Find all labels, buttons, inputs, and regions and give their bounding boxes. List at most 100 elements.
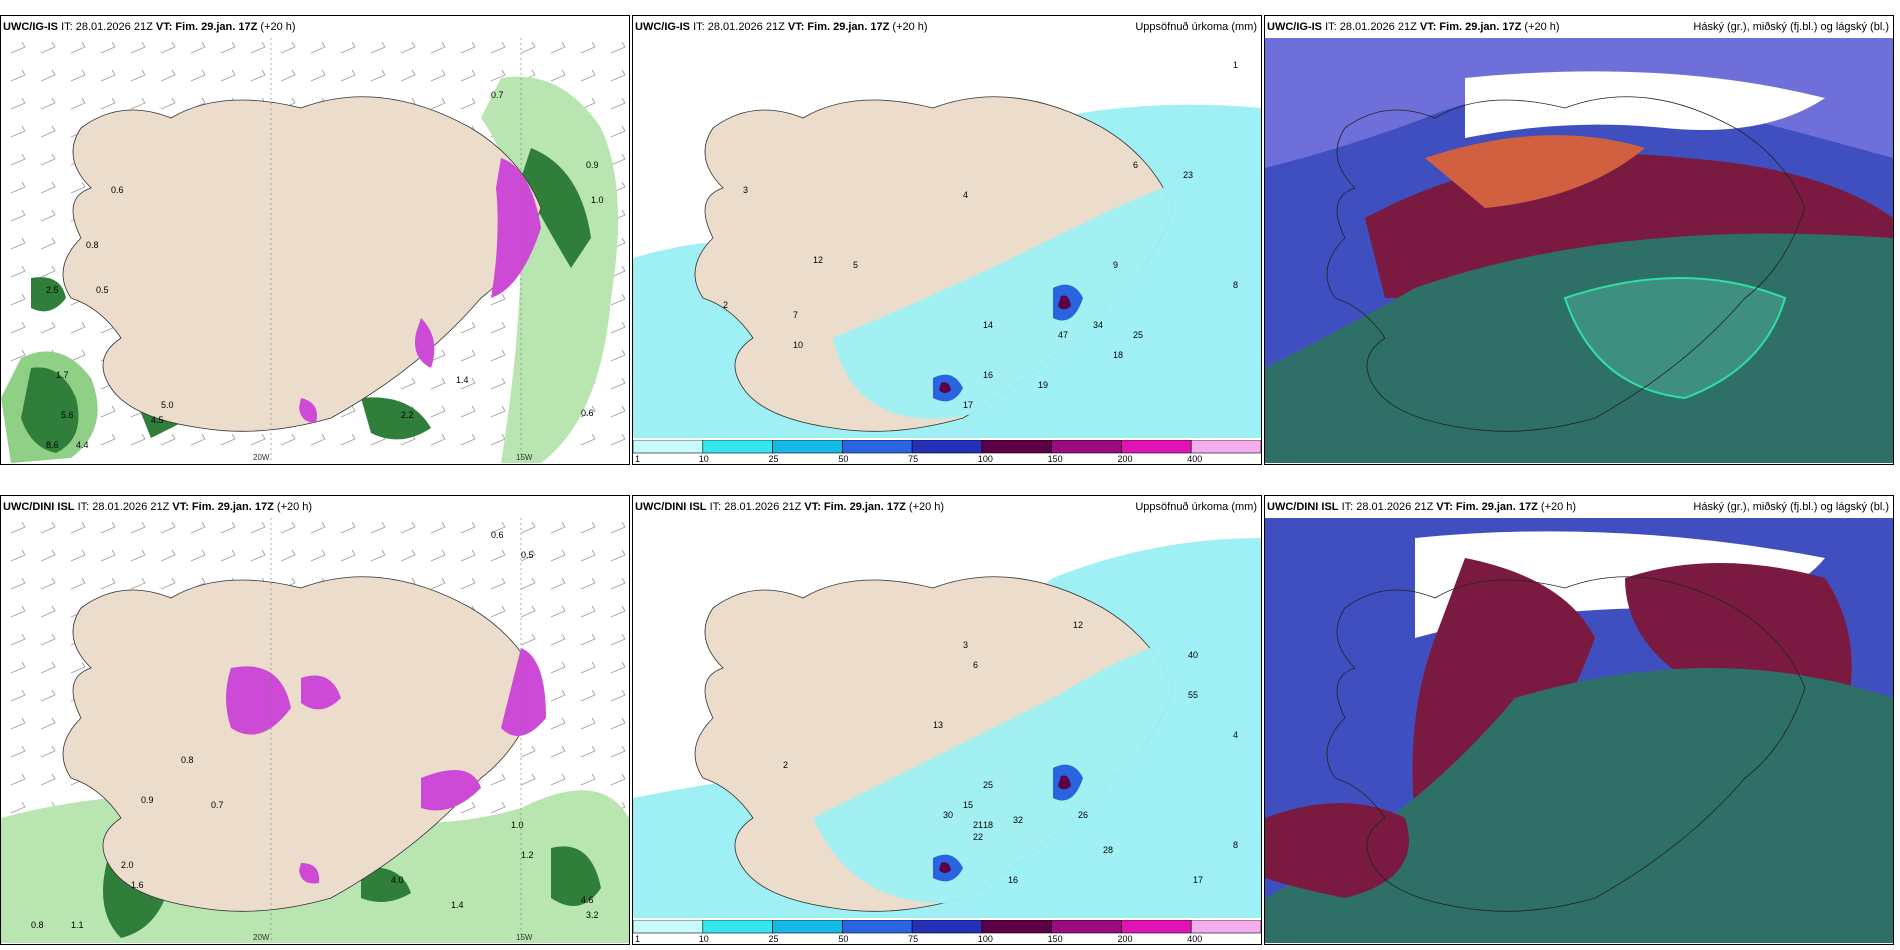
colorbar-segment (633, 920, 704, 934)
svg-text:9: 9 (1113, 260, 1118, 270)
wind-barb (310, 69, 326, 82)
wind-barb (550, 717, 566, 730)
panel-title: UWC/IG-IS IT: 28.01.2026 21Z VT: Fim. 29… (1267, 21, 1560, 33)
wind-barb (610, 377, 626, 390)
wind-barb (70, 181, 86, 194)
wind-barb (40, 633, 56, 646)
wind-barb (460, 321, 476, 334)
svg-text:4.4: 4.4 (76, 440, 89, 450)
wind-barb (10, 321, 26, 334)
svg-text:0.6: 0.6 (111, 185, 124, 195)
wind-barb (10, 633, 26, 646)
svg-text:8.6: 8.6 (46, 440, 59, 450)
wind-barb (580, 745, 596, 758)
wind-barb (610, 689, 626, 702)
wind-barb (460, 349, 476, 362)
svg-text:0.8: 0.8 (31, 920, 44, 930)
wind-barb (310, 521, 326, 534)
colorbar-segment (911, 440, 983, 454)
wind-barb (250, 433, 266, 446)
svg-text:25: 25 (983, 780, 993, 790)
colorbar-segment (1051, 920, 1122, 934)
wind-barb (490, 69, 506, 82)
wind-barb (520, 605, 536, 618)
svg-text:3: 3 (743, 185, 748, 195)
iceland-outline (1326, 576, 1806, 912)
wind-barb (190, 521, 206, 534)
wind-barb (370, 69, 386, 82)
cloud-map-panel-igis: UWC/IG-IS IT: 28.01.2026 21Z VT: Fim. 29… (1264, 15, 1894, 465)
snow-wind-map: 20W 15W 0.7 0.9 1.0 0.6 0.8 2.5 0.5 1.7 … (1, 38, 629, 463)
colorbar-segment (702, 440, 773, 454)
wind-barb (340, 433, 356, 446)
wind-barb (130, 577, 146, 590)
wind-barb (40, 237, 56, 250)
svg-text:17: 17 (963, 400, 973, 410)
wind-barb (130, 521, 146, 534)
wind-barb (580, 689, 596, 702)
colorbar-tick-label: 200 (1117, 934, 1132, 944)
wind-barb (340, 521, 356, 534)
svg-text:19: 19 (1038, 380, 1048, 390)
wind-barb (520, 633, 536, 646)
lon-label-20w: 20W (253, 453, 270, 462)
wind-barb (370, 549, 386, 562)
wind-barb (490, 549, 506, 562)
panel-title: UWC/DINI ISL IT: 28.01.2026 21Z VT: Fim.… (635, 501, 945, 513)
wind-barb (160, 433, 176, 446)
wind-barb (10, 125, 26, 138)
wind-barb (70, 549, 86, 562)
wind-barb (100, 97, 116, 110)
wind-barb (610, 661, 626, 674)
panel-subtitle: Háský (gr.), miðský (fj.bl.) og lágský (… (1693, 501, 1889, 513)
wind-barb (580, 69, 596, 82)
wind-barb (610, 153, 626, 166)
wind-barb (580, 549, 596, 562)
precip-map: 2 3 4 5 6 8 10 12 14 16 18 23 25 34 47 1… (633, 38, 1261, 438)
wind-barb (160, 69, 176, 82)
wind-barb (10, 153, 26, 166)
snow-map-panel-dini: UWC/DINI ISL IT: 28.01.2026 21Z VT: Fim.… (0, 495, 630, 945)
wind-barb (490, 41, 506, 54)
svg-text:2.5: 2.5 (46, 285, 59, 295)
wind-barb (430, 69, 446, 82)
svg-text:12: 12 (1073, 620, 1083, 630)
cloud-map (1265, 38, 1893, 463)
wind-barb (40, 69, 56, 82)
wind-barb (400, 377, 416, 390)
wind-barb (550, 633, 566, 646)
wind-barb (10, 549, 26, 562)
wind-barb (430, 41, 446, 54)
wind-barb (10, 97, 26, 110)
wind-barb (40, 577, 56, 590)
wind-barb (10, 181, 26, 194)
precip-map: 2 3 4 6 8 12 13 15 18 21 22 25 26 28 30 … (633, 518, 1261, 918)
wind-barb (220, 549, 236, 562)
wind-barb (190, 549, 206, 562)
colorbar-svg: 1 10 25 50 75 100 150 200 400 (633, 440, 1261, 464)
wind-barb (10, 605, 26, 618)
snow-value-labels: 0.7 0.9 1.0 0.6 0.8 2.5 0.5 1.7 5.6 8.6 … (46, 90, 604, 450)
colorbar-tick-label: 1 (635, 934, 640, 944)
svg-text:12: 12 (813, 255, 823, 265)
svg-text:14: 14 (983, 320, 993, 330)
wind-barb (220, 433, 236, 446)
colorbar-tick-label: 75 (908, 454, 918, 464)
svg-text:18: 18 (983, 820, 993, 830)
colorbar-tick-label: 1 (635, 454, 640, 464)
wind-barb (40, 125, 56, 138)
wind-barb (610, 773, 626, 786)
svg-text:18: 18 (1113, 350, 1123, 360)
wind-barb (70, 69, 86, 82)
svg-text:2: 2 (723, 300, 728, 310)
svg-text:3.2: 3.2 (586, 910, 599, 920)
wind-barb (460, 69, 476, 82)
snow-value-labels: 0.6 0.5 0.8 0.9 2.0 1.6 4.0 1.4 4.6 3.2 … (31, 530, 599, 930)
colorbar-segment (772, 440, 843, 454)
wind-barb (610, 433, 626, 446)
colorbar-tick-label: 200 (1117, 454, 1132, 464)
wind-barb (130, 41, 146, 54)
colorbar-segment (842, 920, 913, 934)
svg-text:30: 30 (943, 810, 953, 820)
wind-barb (490, 293, 506, 306)
